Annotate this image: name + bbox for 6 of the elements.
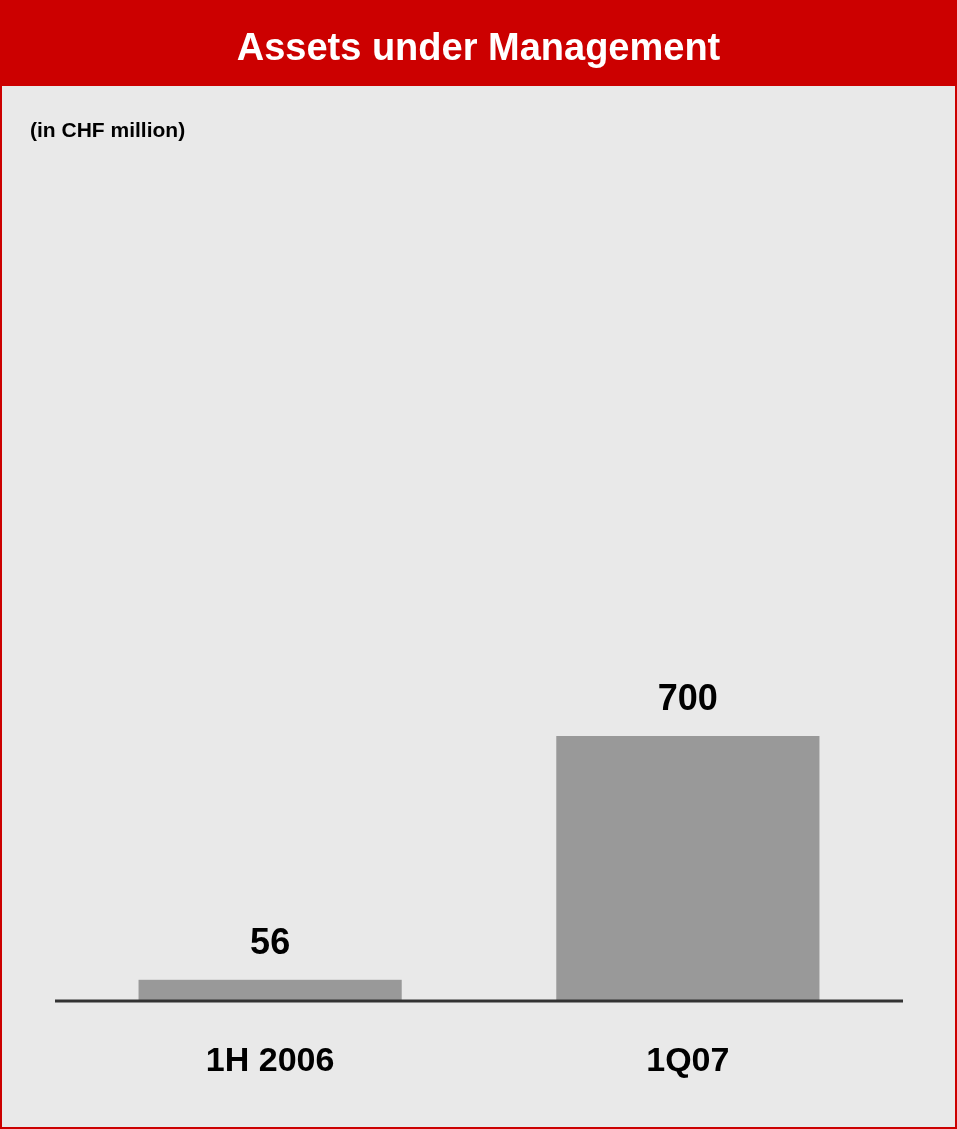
x-tick-label: 1Q07 bbox=[646, 1040, 730, 1078]
chart-subtitle: (in CHF million) bbox=[30, 118, 186, 141]
data-label: 700 bbox=[657, 677, 718, 718]
x-tick-label: 1H 2006 bbox=[205, 1040, 335, 1078]
chart-title: Assets under Management bbox=[236, 26, 721, 68]
data-label: 56 bbox=[250, 920, 291, 962]
